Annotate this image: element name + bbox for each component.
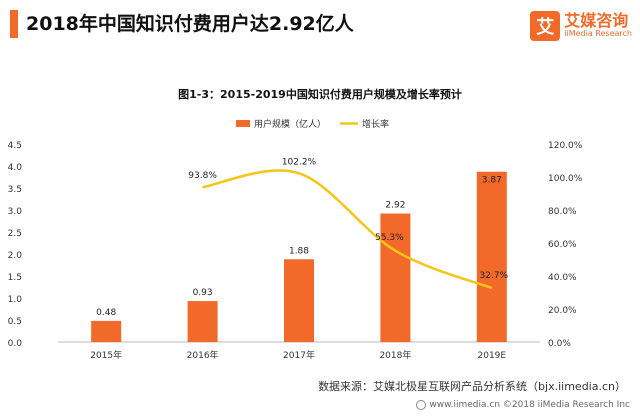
- bar-value-label: 0.48: [96, 308, 116, 318]
- y-right-tick-label: 100.0%: [548, 174, 583, 184]
- y-left-tick-label: 1.5: [8, 273, 22, 283]
- y-left-tick-label: 3.5: [8, 185, 22, 195]
- brand-logo: 艾 艾媒咨询 iiMedia Research: [530, 8, 632, 44]
- y-left-tick-label: 4.5: [8, 141, 22, 151]
- bar: [476, 171, 507, 342]
- legend-line-label: 增长率: [362, 118, 389, 130]
- data-source: 数据来源：艾媒北极星互联网产品分析系统（bjx.iimedia.cn）: [318, 380, 626, 393]
- y-left-tick-label: 3.0: [8, 207, 23, 217]
- iimedia-logo-icon: 艾: [530, 11, 561, 41]
- x-tick-label: 2016年: [187, 349, 219, 361]
- bar-value-label: 2.92: [385, 201, 405, 211]
- bar: [284, 259, 314, 342]
- growth-rate-label: 102.2%: [282, 157, 317, 167]
- bar: [91, 320, 122, 342]
- x-tick-label: 2018年: [379, 349, 411, 361]
- watermark-logo-icon: [416, 400, 427, 410]
- growth-rate-label: 93.8%: [188, 171, 217, 181]
- chart-title: 图1-3：2015-2019中国知识付费用户规模及增长率预计: [178, 88, 462, 101]
- title-accent-bar: [10, 10, 18, 38]
- legend-bar-swatch: [236, 120, 250, 127]
- growth-rate-label: 55.3%: [375, 233, 404, 243]
- x-tick-label: 2015年: [90, 349, 122, 361]
- y-right-tick-label: 20.0%: [548, 306, 577, 316]
- bar-value-label: 0.93: [193, 288, 213, 298]
- y-left-tick-label: 0.5: [8, 317, 22, 327]
- y-left-tick-label: 2.0: [8, 251, 23, 261]
- y-left-tick-label: 4.0: [8, 163, 23, 173]
- brand-name-en: iiMedia Research: [564, 29, 632, 39]
- y-left-tick-label: 0.0: [8, 339, 23, 349]
- growth-rate-label: 32.7%: [480, 271, 509, 281]
- page-title: 2018年中国知识付费用户达2.92亿人: [26, 13, 354, 35]
- x-tick-label: 2019E: [478, 351, 507, 361]
- y-right-tick-label: 0.0%: [548, 339, 571, 349]
- bar-value-label: 1.88: [289, 246, 309, 256]
- watermark: www.iimedia.cn ©2018 iiMedia Research In…: [416, 400, 630, 410]
- y-right-tick-label: 120.0%: [548, 141, 583, 151]
- bar: [187, 301, 218, 342]
- legend-bar-label: 用户规模（亿人）: [254, 118, 326, 130]
- watermark-text: www.iimedia.cn ©2018 iiMedia Research In…: [429, 400, 630, 410]
- y-left-tick-label: 2.5: [8, 229, 22, 239]
- y-left-tick-label: 1.0: [8, 295, 23, 305]
- y-right-tick-label: 40.0%: [548, 273, 577, 283]
- bar-value-label: 3.87: [482, 176, 502, 186]
- y-right-tick-label: 80.0%: [548, 207, 577, 217]
- x-tick-label: 2017年: [283, 349, 315, 361]
- brand-name-cn: 艾媒咨询: [564, 11, 629, 31]
- bar: [380, 213, 411, 342]
- growth-rate-line: [202, 169, 493, 290]
- y-right-tick-label: 60.0%: [548, 240, 577, 250]
